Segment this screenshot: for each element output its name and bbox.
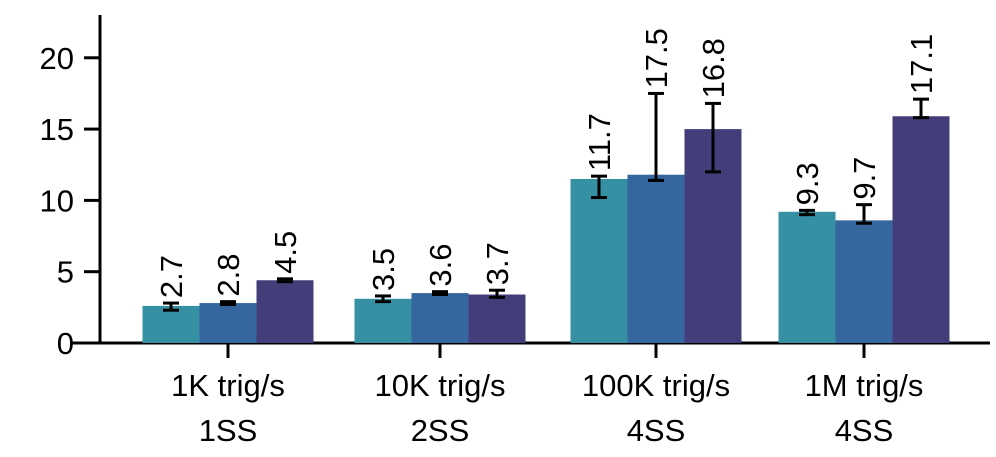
data-label: 3.6 <box>423 244 458 287</box>
data-label: 3.7 <box>480 242 515 285</box>
bar <box>468 294 526 343</box>
data-label: 11.7 <box>582 113 617 171</box>
y-tick-label: 0 <box>57 326 74 361</box>
category-label-line1: 100K trig/s <box>582 368 730 403</box>
y-tick-label: 15 <box>40 112 74 147</box>
bar <box>778 211 836 343</box>
data-label: 3.5 <box>366 248 401 291</box>
y-tick-label: 20 <box>40 41 74 76</box>
bar <box>142 305 200 343</box>
axes: 0 5 10 15 20 1K trig/s 1SS 10K trig/s 2SS 100K tr… <box>40 15 990 448</box>
data-label: 9.7 <box>847 157 882 200</box>
data-label: 16.8 <box>696 38 731 98</box>
data-label: 17.1 <box>904 34 939 94</box>
data-label: 2.8 <box>211 254 246 297</box>
data-label: 17.5 <box>639 28 674 88</box>
bar <box>892 116 950 344</box>
data-label: 2.7 <box>154 255 189 298</box>
y-tick-label: 10 <box>40 183 74 218</box>
bars <box>142 91 950 344</box>
category-label-line1: 1K trig/s <box>171 368 285 403</box>
bar <box>570 179 628 343</box>
category-label-line2: 4SS <box>835 413 894 448</box>
bar <box>835 220 893 343</box>
category-label-line1: 1M trig/s <box>805 368 924 403</box>
bar <box>256 280 314 343</box>
data-label: 4.5 <box>268 231 303 274</box>
category-label-line2: 4SS <box>627 413 686 448</box>
bar <box>199 303 257 343</box>
category-label-line2: 2SS <box>411 413 470 448</box>
category-label-line1: 10K trig/s <box>375 368 506 403</box>
data-label: 9.3 <box>790 162 825 205</box>
bar <box>411 293 469 343</box>
labels: 2.7 3.5 11.7 9.3 2.8 3.6 17.5 9.7 4.5 3.7 16.8 17.1 <box>154 28 939 298</box>
category-label-line2: 1SS <box>199 413 258 448</box>
bar <box>354 298 412 343</box>
y-tick-label: 5 <box>57 255 74 290</box>
bar <box>627 174 685 343</box>
